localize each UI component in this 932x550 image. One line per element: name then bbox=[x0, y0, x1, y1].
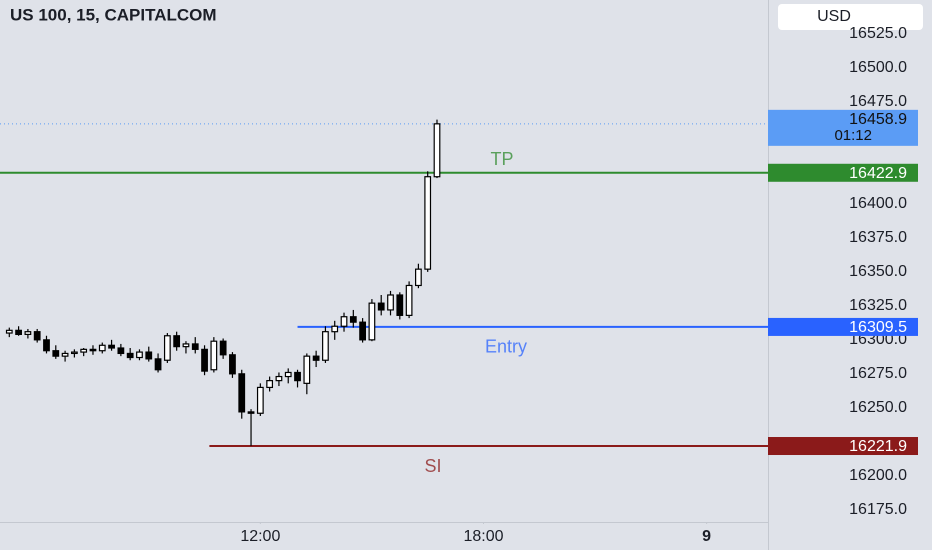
candle-body bbox=[229, 354, 236, 375]
candle-body bbox=[322, 331, 329, 361]
candle-body bbox=[396, 294, 404, 316]
candle-body bbox=[275, 375, 283, 382]
y-tick-label: 16525.0 bbox=[849, 25, 907, 42]
candle-body bbox=[145, 351, 153, 360]
candle-body bbox=[359, 321, 367, 341]
candle-body bbox=[89, 348, 97, 352]
candle-body bbox=[303, 355, 311, 384]
candle-body bbox=[349, 316, 357, 323]
candle-body bbox=[210, 340, 218, 371]
last-price-badge bbox=[768, 109, 918, 146]
y-tick-label: 16325.0 bbox=[849, 297, 907, 314]
candle-body bbox=[182, 343, 190, 348]
candle-body bbox=[136, 351, 143, 359]
currency-button[interactable] bbox=[778, 4, 923, 30]
candle-body bbox=[163, 335, 171, 361]
chart-title: US 100, 15, CAPITALCOM bbox=[10, 5, 217, 24]
countdown-label: 01:12 bbox=[834, 127, 872, 144]
candle-body bbox=[256, 386, 264, 414]
price-badge-label: 16309.5 bbox=[849, 319, 907, 336]
candle-body bbox=[238, 373, 246, 413]
candle-body bbox=[70, 351, 78, 355]
candle-body bbox=[15, 329, 22, 336]
candle-body bbox=[98, 344, 106, 352]
price-badge bbox=[768, 317, 918, 336]
candle-body bbox=[424, 176, 432, 270]
y-tick-label: 16400.0 bbox=[849, 195, 907, 212]
price-badge bbox=[768, 437, 918, 456]
candle-body bbox=[117, 347, 125, 355]
y-tick-label: 16375.0 bbox=[849, 229, 907, 246]
candle-body bbox=[433, 123, 441, 178]
candle-body bbox=[33, 331, 41, 341]
x-tick-label: 9 bbox=[702, 528, 711, 545]
level-name: TP bbox=[490, 149, 513, 169]
candle-body bbox=[377, 302, 385, 311]
candle-body bbox=[405, 284, 413, 316]
x-tick-label: 18:00 bbox=[463, 528, 503, 545]
candle-body bbox=[5, 329, 13, 334]
candle-body bbox=[173, 335, 181, 348]
candle-body bbox=[61, 352, 69, 357]
candle-body bbox=[24, 331, 32, 336]
y-tick-label: 16175.0 bbox=[849, 501, 907, 518]
price-badge-label: 16422.9 bbox=[849, 165, 907, 182]
candle-body bbox=[266, 380, 274, 389]
currency-label[interactable]: USD bbox=[817, 8, 851, 25]
y-tick-label: 16350.0 bbox=[849, 263, 907, 280]
candle-body bbox=[126, 352, 134, 359]
candle-body bbox=[312, 355, 320, 361]
candle-body bbox=[201, 348, 208, 372]
candle-body bbox=[191, 343, 199, 350]
y-tick-label: 16250.0 bbox=[849, 399, 907, 416]
candle-body bbox=[219, 340, 227, 356]
candle-body bbox=[52, 350, 60, 357]
candle-body bbox=[294, 371, 301, 382]
candle-body bbox=[247, 411, 255, 414]
price-badge-label: 16221.9 bbox=[849, 438, 907, 455]
level-name: Entry bbox=[485, 337, 527, 357]
price-badge bbox=[768, 163, 918, 182]
candle-body bbox=[331, 325, 339, 333]
candle-body bbox=[154, 358, 162, 371]
candle-body bbox=[43, 339, 50, 352]
candle-body bbox=[284, 371, 292, 378]
candle-body bbox=[415, 268, 422, 287]
candle-body bbox=[340, 316, 348, 327]
last-price-label: 16458.9 bbox=[849, 111, 907, 128]
y-tick-label: 16500.0 bbox=[849, 59, 907, 76]
level-name: SI bbox=[424, 456, 441, 476]
candle-body bbox=[387, 294, 394, 311]
candle-body bbox=[368, 302, 376, 341]
y-tick-label: 16200.0 bbox=[849, 467, 907, 484]
y-tick-label: 16275.0 bbox=[849, 365, 907, 382]
y-tick-label: 16475.0 bbox=[849, 93, 907, 110]
candle-body bbox=[80, 348, 88, 353]
x-tick-label: 12:00 bbox=[240, 528, 280, 545]
candle-body bbox=[108, 344, 115, 349]
